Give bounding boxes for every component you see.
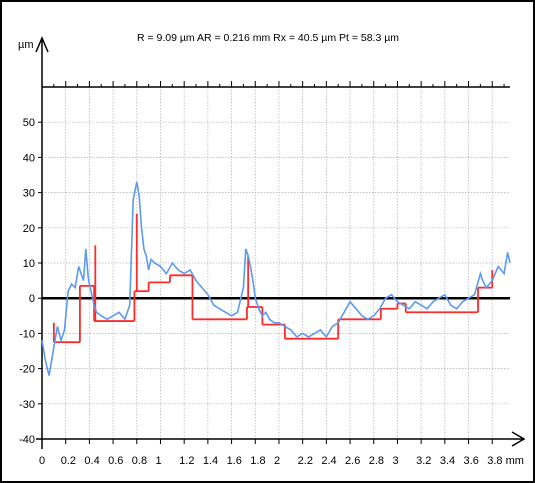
x-tick-label: 2 [274,455,280,467]
y-tick-label: 10 [23,258,35,270]
y-tick-label: 50 [23,117,35,129]
y-tick-label: -30 [19,399,35,411]
grid [42,87,510,440]
x-tick-label: 2.4 [321,455,336,467]
x-tick-label: 0 [39,455,45,467]
y-axis-arrow [35,36,49,53]
y-tick-label: 0 [29,293,35,305]
x-tick-label: 0.2 [61,455,76,467]
x-tick-label: 0.6 [108,455,123,467]
x-tick-label: 1.8 [250,455,265,467]
x-tick-label: 3.4 [440,455,455,467]
top-ruler-ticks [41,81,505,87]
x-tick-label: 3.2 [416,455,431,467]
y-axis-ticks: 50 40 30 20 10 0 -10 -20 -30 -40 [19,117,42,446]
y-tick-label: 20 [23,223,35,235]
x-axis-arrow [511,431,526,447]
x-tick-label: 2.2 [298,455,313,467]
y-tick-label: -10 [19,328,35,340]
x-tick-label: 1.2 [179,455,194,467]
x-tick-label: 1 [155,455,161,467]
x-tick-label: 2.6 [345,455,360,467]
x-tick-label: 3.8 mm [487,455,524,467]
x-axis-ticks: 0 0.2 0.4 0.6 0.8 1 1.2 1.4 1.6 1.8 2 2.2 2.4 2.6 2.8 3… [39,439,524,467]
x-tick-label: 1.6 [227,455,242,467]
x-tick-label: 2.8 [369,455,384,467]
y-axis-label: µm [18,39,34,51]
profile-line [41,181,511,376]
y-tick-label: -20 [19,364,35,376]
chart-title: R = 9.09 µm AR = 0.216 mm Rx = 40.5 µm P… [137,32,399,44]
x-tick-label: 1.4 [203,455,218,467]
y-tick-label: 30 [23,188,35,200]
x-tick-label: 3 [392,455,398,467]
y-tick-label: -40 [19,434,35,446]
x-tick-label: 3.6 [464,455,479,467]
x-tick-label: 0.8 [132,455,147,467]
y-tick-label: 40 [23,152,35,164]
x-tick-label: 0.4 [84,455,99,467]
